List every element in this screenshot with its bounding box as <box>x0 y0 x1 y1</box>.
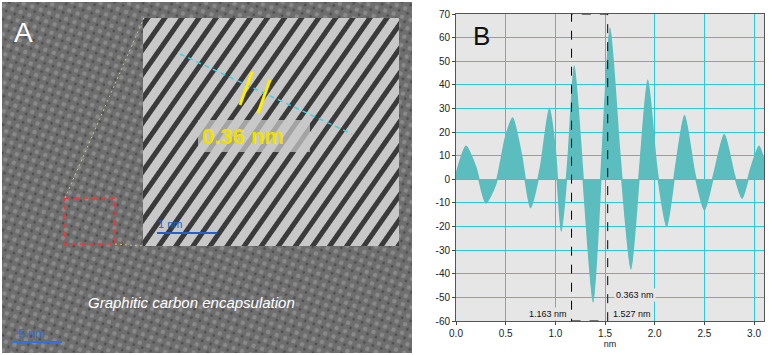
svg-text:-10: -10 <box>436 197 451 208</box>
svg-text:1.163 nm: 1.163 nm <box>529 309 567 319</box>
svg-text:5 nm: 5 nm <box>18 327 45 341</box>
svg-text:30: 30 <box>439 103 451 114</box>
svg-text:10: 10 <box>439 150 451 161</box>
svg-text:40: 40 <box>439 79 451 90</box>
svg-text:A: A <box>14 17 33 48</box>
svg-text:60: 60 <box>439 32 451 43</box>
svg-text:70: 70 <box>439 9 451 20</box>
svg-text:B: B <box>473 21 490 51</box>
svg-text:1.5: 1.5 <box>598 328 612 339</box>
svg-text:2.5: 2.5 <box>697 328 711 339</box>
svg-text:-40: -40 <box>436 268 451 279</box>
svg-text:1.0: 1.0 <box>548 328 562 339</box>
svg-text:2.0: 2.0 <box>648 328 662 339</box>
svg-text:-50: -50 <box>436 292 451 303</box>
svg-text:Graphitic carbon encapsulation: Graphitic carbon encapsulation <box>88 294 295 311</box>
svg-text:nm: nm <box>604 339 617 349</box>
svg-text:0.5: 0.5 <box>499 328 513 339</box>
svg-text:0.0: 0.0 <box>449 328 463 339</box>
svg-text:-30: -30 <box>436 245 451 256</box>
svg-text:1 nm: 1 nm <box>158 218 182 230</box>
svg-text:3.0: 3.0 <box>747 328 761 339</box>
svg-text:-60: -60 <box>436 316 451 327</box>
svg-text:-20: -20 <box>436 221 451 232</box>
svg-text:0.36 nm: 0.36 nm <box>202 124 284 149</box>
svg-text:50: 50 <box>439 56 451 67</box>
svg-text:0.363 nm: 0.363 nm <box>616 290 654 300</box>
svg-text:0: 0 <box>444 174 450 185</box>
svg-text:1.527 nm: 1.527 nm <box>613 309 651 319</box>
svg-text:20: 20 <box>439 127 451 138</box>
